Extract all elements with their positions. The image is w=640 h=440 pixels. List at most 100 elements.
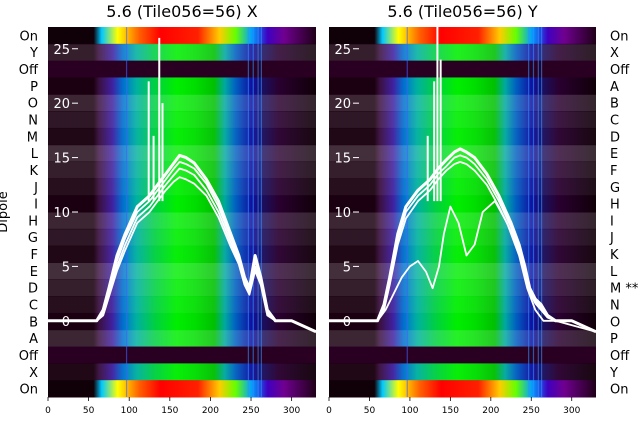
category-label: C <box>610 114 619 129</box>
category-label: X <box>610 46 619 61</box>
heatmap-row <box>329 262 596 280</box>
y-tick-label: 10 <box>53 206 70 221</box>
heatmap-row <box>329 60 596 78</box>
heatmap-row <box>48 127 316 146</box>
heatmap-row <box>48 94 316 112</box>
category-label: L <box>610 265 618 280</box>
category-label: G <box>610 181 620 196</box>
heatmap-stripe <box>528 27 530 397</box>
heatmap-stripe <box>537 27 539 397</box>
category-label: On <box>610 383 628 398</box>
heatmap-row <box>329 245 596 263</box>
heatmap-row <box>48 60 316 78</box>
heatmap-row <box>329 346 596 364</box>
category-label: B <box>29 315 38 330</box>
series-line <box>329 161 597 333</box>
category-label: F <box>31 248 38 263</box>
x-tick-label: 100 <box>121 406 138 416</box>
category-label: Off <box>19 63 39 78</box>
x-tick-label: 200 <box>202 406 219 416</box>
category-label: E <box>30 265 38 280</box>
heatmap-row <box>329 144 596 163</box>
heatmap-row <box>48 228 316 247</box>
series-line <box>48 176 317 333</box>
category-label: O <box>28 97 38 112</box>
category-label: On <box>20 29 38 44</box>
heatmap-row <box>329 195 596 213</box>
heatmap-row <box>48 279 316 297</box>
y-tick-label: 25 <box>334 43 351 58</box>
x-tick-label: 0 <box>326 406 332 416</box>
x-tick-label: 250 <box>242 406 259 416</box>
y-tick-label: 15 <box>334 152 351 167</box>
y-tick-label: 20 <box>334 97 351 112</box>
category-label: C <box>29 299 38 314</box>
heatmap-stripe <box>406 27 408 397</box>
y-tick-label: 5 <box>62 260 70 275</box>
x-tick-label: 50 <box>83 406 95 416</box>
series-line <box>329 200 597 333</box>
y-tick-label: 25 <box>53 43 70 58</box>
category-label: P <box>30 80 38 95</box>
y-tick-label: 20 <box>53 97 70 112</box>
category-label: D <box>610 130 620 145</box>
x-tick-label: 250 <box>523 406 540 416</box>
x-tick-label: 200 <box>482 406 499 416</box>
heatmap-row <box>48 27 316 45</box>
y-tick-label: 10 <box>334 206 351 221</box>
category-label: I <box>610 214 614 229</box>
heatmap-stripe <box>252 27 254 397</box>
category-label: Off <box>610 349 630 364</box>
heatmap-row <box>329 127 596 146</box>
heatmap-row <box>329 212 596 230</box>
y-axis-label: Dipole <box>0 191 11 232</box>
heatmap-row <box>329 27 596 45</box>
category-label: L <box>31 147 39 162</box>
category-label: Y <box>29 46 38 61</box>
heatmap-row <box>48 329 316 348</box>
heatmap-row <box>48 296 316 314</box>
category-label: J <box>33 181 38 196</box>
category-label: P <box>610 332 618 347</box>
category-label: A <box>29 332 38 347</box>
x-tick-label: 300 <box>563 406 580 416</box>
chart-title: 5.6 (Tile056=56) Y <box>387 2 537 21</box>
heatmap-row <box>329 94 596 112</box>
category-label: H <box>610 198 620 213</box>
x-tick-label: 50 <box>364 406 376 416</box>
category-label: M ** <box>610 282 639 297</box>
category-label: H <box>28 214 38 229</box>
heatmap-row <box>48 262 316 280</box>
heatmap-stripe <box>540 27 543 397</box>
heatmap-row <box>48 43 316 62</box>
series-line <box>329 147 597 334</box>
heatmap-row <box>48 245 316 263</box>
chart-panel-1: 5.6 (Tile056=56) Y 0 50 100 150 200 250 300 0 5 10… <box>326 2 639 416</box>
x-tick-label: 150 <box>442 406 459 416</box>
category-label: M <box>27 130 38 145</box>
y-tick-label: 15 <box>53 152 70 167</box>
category-label: A <box>610 80 619 95</box>
heatmap-stripe <box>125 27 128 397</box>
heatmap-row <box>329 178 596 196</box>
heatmap-row <box>48 195 316 213</box>
series-line <box>48 167 317 333</box>
heatmap-row <box>329 279 596 297</box>
category-label: On <box>20 383 38 398</box>
category-label: N <box>610 299 620 314</box>
heatmap-row <box>48 77 316 95</box>
category-label: Off <box>610 63 630 78</box>
heatmap-row <box>48 380 316 398</box>
category-label: On <box>610 29 628 44</box>
chart-title: 5.6 (Tile056=56) X <box>106 2 257 21</box>
category-label: I <box>34 198 38 213</box>
heatmap-row <box>329 43 596 62</box>
category-label: N <box>28 114 38 129</box>
category-label: Off <box>19 349 39 364</box>
category-label: D <box>28 282 38 297</box>
heatmap-row <box>329 77 596 95</box>
heatmap-row <box>48 363 316 381</box>
heatmap-row <box>329 161 596 179</box>
heatmap-row <box>329 329 596 348</box>
series-line <box>329 154 597 333</box>
